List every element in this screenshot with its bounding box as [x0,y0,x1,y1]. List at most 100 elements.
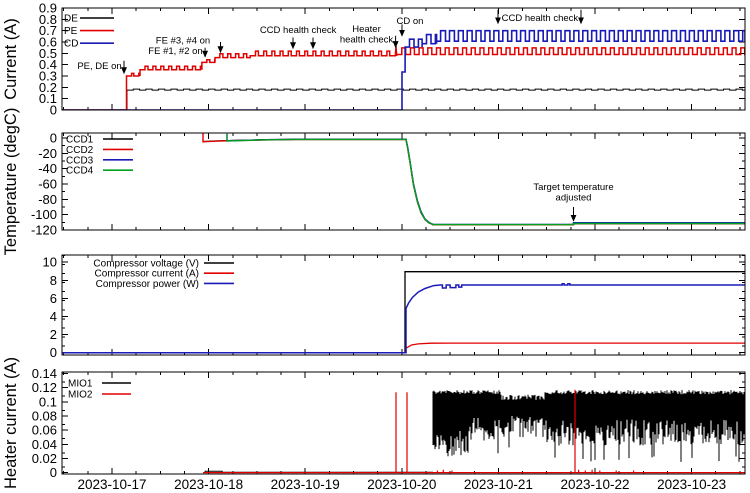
y-tick-label: 0.02 [32,451,57,466]
legend-entry-ccd2: CCD2 [66,145,133,156]
legend-label: CCD2 [66,145,94,156]
series-group [202,133,745,226]
y-tick-label: -120 [31,223,57,238]
annotation-fe-1-2-on: FE #1, #2 on [148,46,209,58]
annotation-fe-3-4-on: FE #3, #4 on [156,35,224,54]
x-tick-label: 2023-10-20 [367,477,436,492]
x-tick-label: 2023-10-17 [77,477,146,492]
y-axis-label-heater-current-a: Heater current (A) [2,357,20,489]
series-cd [62,29,745,110]
y-axis-label-temperature-degc: Temperature (degC) [2,108,20,256]
axis-ticks [62,133,745,231]
series-mio1 [204,390,745,473]
y-tick-label: 8 [50,273,57,288]
legend-entry-ccd3: CCD3 [66,155,133,166]
y-tick-label: 10 [43,255,57,270]
y-tick-label: -100 [31,207,57,222]
annotation-text: CCD health check [260,25,337,36]
series-de [62,88,745,110]
legend-label: PE [64,26,78,37]
y-tick-label: 0.9 [39,1,57,16]
legend-entry-mio1: MIO1 [68,379,131,390]
annotation-text: PE, DE on [77,61,121,72]
annotation-text: FE #3, #4 on [156,35,210,46]
legend-entry-ccd4: CCD4 [66,166,133,177]
y-tick-label: 0.7 [39,23,57,38]
annotation-text: CD on [397,16,424,27]
y-tick-label: -40 [38,161,57,176]
legend-label: CD [64,39,78,50]
y-tick-label: -20 [38,146,57,161]
annotation-text: Target temperature [533,182,613,193]
series-group [62,271,745,354]
y-tick-label: 0 [50,103,57,118]
x-tick-label: 2023-10-18 [174,477,243,492]
x-tick-label: 2023-10-21 [464,477,533,492]
y-tick-label: 0.04 [32,437,57,452]
y-tick-label: 0 [50,345,57,360]
x-tick-label: 2023-10-19 [271,477,340,492]
series-mio2 [203,389,745,474]
y-tick-label: 0.12 [32,380,57,395]
annotation-text: Heater [352,24,381,35]
legend-label: CCD3 [66,155,94,166]
y-tick-label: 0.1 [39,91,57,106]
series-pe [62,45,745,110]
y-tick-label: 4 [50,309,57,324]
plot-frame [61,7,746,111]
y-tick-label: 0.6 [39,35,57,50]
legend-entry-cd: CD [64,39,114,50]
y-tick-labels: 0-20-40-60-80-100-120 [31,131,57,238]
y-tick-label: 6 [50,291,57,306]
y-tick-label: -80 [38,192,57,207]
legend-label: MIO2 [68,390,93,401]
y-tick-label: 0.4 [39,57,57,72]
annotation-ccd-health-check: CCD health check [260,25,337,50]
series-ccd4 [226,134,745,226]
legend-entry-compressor-power-w: Compressor power (W) [96,279,234,290]
series-compressor-power-w [62,283,745,354]
y-tick-labels: 00.10.20.30.40.50.60.70.80.9 [39,1,57,118]
annotation-cd-on: CD on [397,16,424,37]
legend-entry-compressor-current-a: Compressor current (A) [95,269,234,280]
x-tick-label: 2023-10-22 [560,477,629,492]
plot-frame [61,254,746,356]
legend-entry-mio2: MIO2 [68,390,131,401]
y-tick-label: 0.08 [32,408,57,423]
legend-label: CCD4 [66,166,94,177]
annotation-text: CCD health check [502,13,579,24]
annotation-text: adjusted [556,193,592,204]
annotation-ccd-health-check: CCD health check [495,9,584,25]
legend-label: CCD1 [66,135,94,146]
legend-label: Compressor power (W) [96,279,199,290]
y-tick-label: 2 [50,327,57,342]
legend-label: MIO1 [68,379,93,390]
legend-entry-pe: PE [64,26,114,37]
y-tick-label: 0.3 [39,69,57,84]
legend-label: Compressor current (A) [95,269,199,280]
y-tick-label: 0 [50,465,57,480]
series-group [62,29,745,110]
y-tick-labels: 00.020.040.060.080.10.120.14 [32,366,57,480]
y-axis-label-current-a: Current (A) [2,18,20,100]
plot-frame [61,132,746,231]
legend-entry-compressor-voltage-v: Compressor voltage (V) [93,259,234,270]
legend-label: Compressor voltage (V) [93,259,199,270]
plot-frame [61,371,746,475]
y-tick-label: 0 [50,131,57,146]
y-tick-label: 0.06 [32,423,57,438]
y-tick-label: 0.1 [39,394,57,409]
annotation-pe-de-on: PE, DE on [77,60,127,75]
y-tick-label: 0.5 [39,46,57,61]
legend-label: DE [64,14,78,25]
